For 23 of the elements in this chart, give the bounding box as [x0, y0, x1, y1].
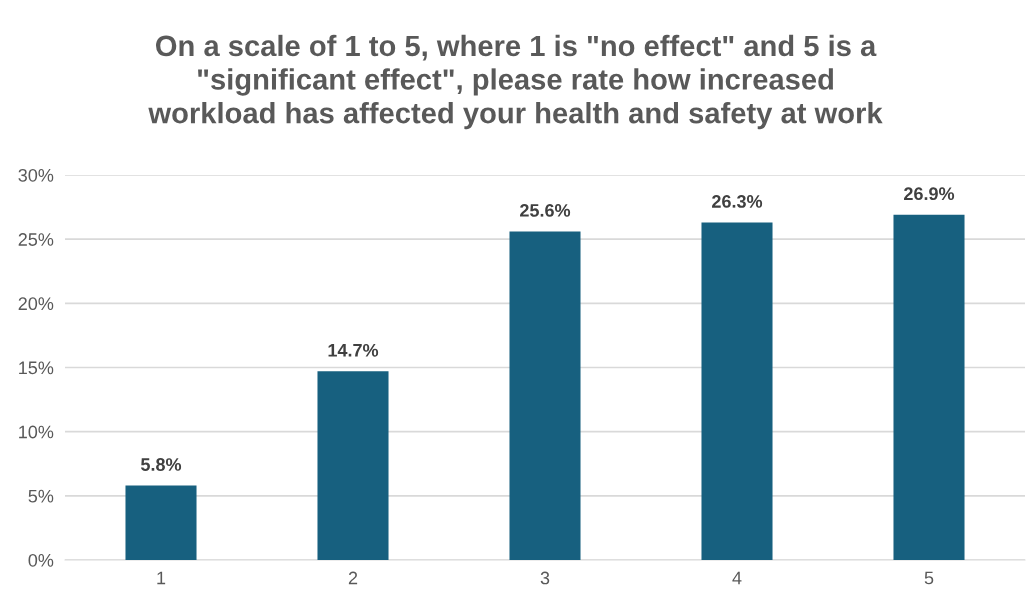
bar	[701, 222, 773, 560]
y-tick-label: 10%	[19, 425, 54, 439]
chart-title: On a scale of 1 to 5, where 1 is "no effect" and 5 is a "significant effect", please rate how increased workload has affected your health and safety at work	[148, 34, 883, 130]
y-tick-label: 5%	[28, 489, 54, 503]
data-label: 25.6%	[520, 204, 571, 217]
x-tick-label: 5	[924, 571, 934, 585]
x-tick-label: 2	[348, 571, 358, 585]
bar	[317, 371, 389, 560]
bar	[125, 485, 197, 560]
bar	[509, 231, 581, 560]
x-tick-label: 3	[540, 571, 550, 585]
bar	[893, 214, 965, 560]
y-tick-label: 0%	[28, 553, 54, 567]
data-label: 14.7%	[328, 343, 379, 357]
x-tick-label: 1	[157, 571, 166, 585]
y-tick-label: 15%	[19, 361, 54, 375]
y-tick-label: 25%	[18, 233, 54, 246]
y-tick-label: 30%	[18, 168, 54, 182]
data-label: 26.9%	[904, 187, 955, 201]
x-tick-label: 4	[732, 571, 742, 585]
data-label: 5.8%	[140, 458, 182, 471]
data-label: 26.3%	[712, 195, 763, 208]
y-tick-label: 20%	[18, 297, 54, 311]
